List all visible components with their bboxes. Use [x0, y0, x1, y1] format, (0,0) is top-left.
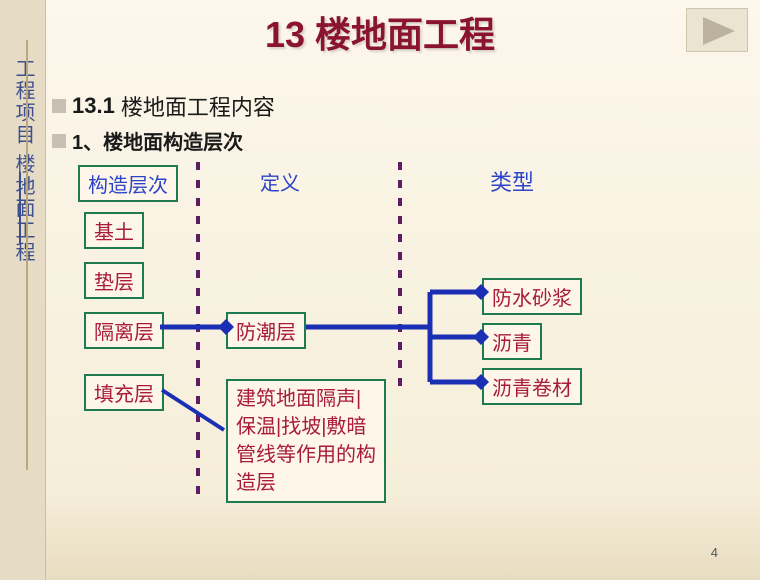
play-icon: [691, 13, 743, 49]
heading-1: 13.1 楼地面工程内容: [52, 90, 275, 122]
heading-1-num: 13.1: [72, 93, 115, 119]
col-header-1: 构造层次: [78, 165, 178, 202]
sidebar-divider: [19, 172, 21, 244]
node-jitu: 基土: [84, 212, 144, 249]
node-tianchong: 填充层: [84, 374, 164, 411]
node-lqjc: 沥青卷材: [482, 368, 582, 405]
node-gelicen: 隔离层: [84, 312, 164, 349]
bullet-icon: [52, 134, 66, 148]
col-header-2: 定义: [252, 165, 308, 198]
vertical-rule: [26, 40, 28, 470]
page-title: 13 楼地面工程: [0, 6, 760, 58]
heading-2-text: 1、楼地面构造层次: [72, 126, 243, 155]
bullet-icon: [52, 99, 66, 113]
node-desc: 建筑地面隔声|保温|找坡|敷暗管线等作用的构造层: [226, 379, 386, 503]
node-lq: 沥青: [482, 323, 542, 360]
next-button[interactable]: [686, 8, 748, 52]
node-diancen: 垫层: [84, 262, 144, 299]
node-fangchao: 防潮层: [226, 312, 306, 349]
page-number: 4: [711, 545, 718, 560]
node-fsj: 防水砂浆: [482, 278, 582, 315]
heading-2: 1、楼地面构造层次: [52, 126, 243, 155]
heading-1-text: 楼地面工程内容: [121, 90, 275, 122]
col-header-3: 类型: [490, 165, 534, 197]
sidebar: 工程项目 楼地面工程: [0, 0, 46, 580]
sidebar-title: 工程项目 楼地面工程: [10, 58, 36, 264]
